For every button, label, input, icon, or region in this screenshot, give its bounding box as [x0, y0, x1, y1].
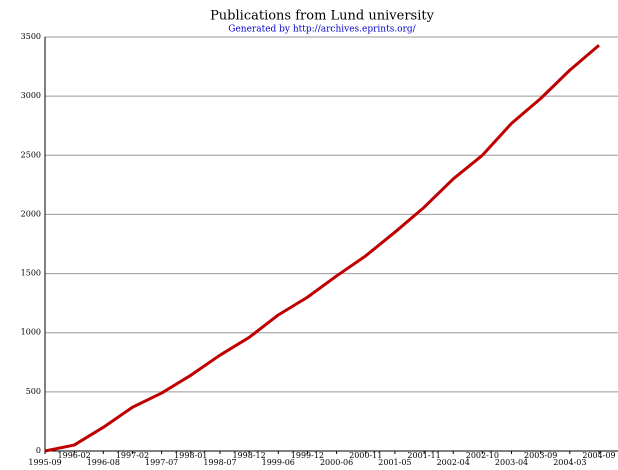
y-tick-label: 1500 — [21, 269, 41, 278]
x-tick-label: 2004-03 — [553, 458, 586, 467]
x-tick-label: 2003-04 — [495, 458, 528, 467]
x-tick-label: 2004-09 — [582, 451, 615, 460]
data-line — [44, 44, 600, 453]
x-tick-label: 1998-07 — [203, 458, 236, 467]
x-tick-label: 1999-12 — [291, 451, 324, 460]
x-tick-label: 2000-11 — [349, 451, 382, 460]
x-tick-label: 2000-06 — [320, 458, 353, 467]
y-tick-label: 500 — [26, 387, 41, 396]
x-tick-label: 2002-10 — [466, 451, 499, 460]
x-tick-label: 1999-06 — [262, 458, 295, 467]
x-tick-label: 1997-02 — [116, 451, 149, 460]
x-tick-label: 1997-07 — [145, 458, 178, 467]
x-tick-label: 2001-05 — [378, 458, 411, 467]
y-tick-label: 1000 — [21, 328, 41, 337]
x-tick-label: 2001-11 — [407, 451, 440, 460]
x-tick-label: 1998-01 — [174, 451, 207, 460]
x-tick-label: 1996-02 — [58, 451, 91, 460]
y-tick-label: 3000 — [21, 91, 41, 100]
x-tick-label: 1995-09 — [28, 458, 61, 467]
y-tick-label: 0 — [36, 446, 41, 455]
chart-title: Publications from Lund university — [210, 9, 435, 24]
x-tick-label: 1996-08 — [87, 458, 120, 467]
x-tick-label: 2002-04 — [437, 458, 470, 467]
x-tick-label: 1998-12 — [232, 451, 265, 460]
chart-subtitle: Generated by http://archives.eprints.org… — [228, 25, 416, 35]
y-tick-label: 2500 — [21, 150, 41, 159]
y-tick-label: 3500 — [21, 32, 41, 41]
y-tick-label: 2000 — [21, 209, 41, 218]
x-tick-label: 2003-09 — [524, 451, 557, 460]
